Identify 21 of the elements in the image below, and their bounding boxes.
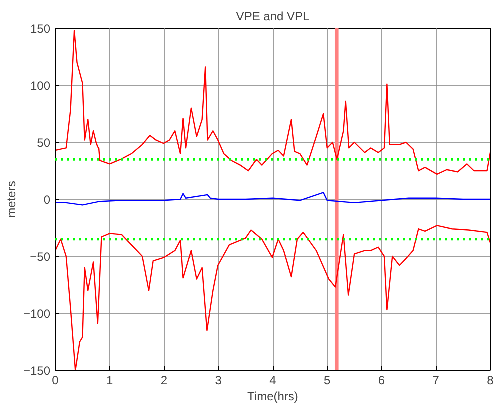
y-tick-label: 150 — [30, 22, 51, 36]
y-axis-title: meters — [4, 181, 18, 218]
y-tick-label: −50 — [30, 250, 51, 264]
line-series — [56, 192, 490, 206]
y-tick-label: 0 — [44, 193, 51, 207]
x-tick-label: 3 — [215, 374, 222, 388]
x-tick-label: 5 — [324, 374, 332, 388]
x-tick-label: 7 — [432, 374, 440, 388]
x-tick-label: 1 — [106, 374, 114, 388]
x-tick-label: 8 — [487, 374, 494, 388]
y-tick-label: 50 — [37, 136, 51, 150]
y-tick-label: 100 — [30, 79, 51, 93]
x-axis-title: Time(hrs) — [248, 390, 298, 404]
y-tick-label: −150 — [23, 364, 51, 378]
chart-title: VPE and VPL — [236, 10, 310, 24]
x-tick-label: 4 — [270, 374, 277, 388]
x-tick-label: 6 — [378, 374, 386, 388]
x-tick-label: 2 — [160, 374, 168, 388]
x-tick-label: 0 — [52, 374, 60, 388]
line-series — [56, 30, 490, 176]
y-tick-label: −100 — [23, 307, 51, 321]
